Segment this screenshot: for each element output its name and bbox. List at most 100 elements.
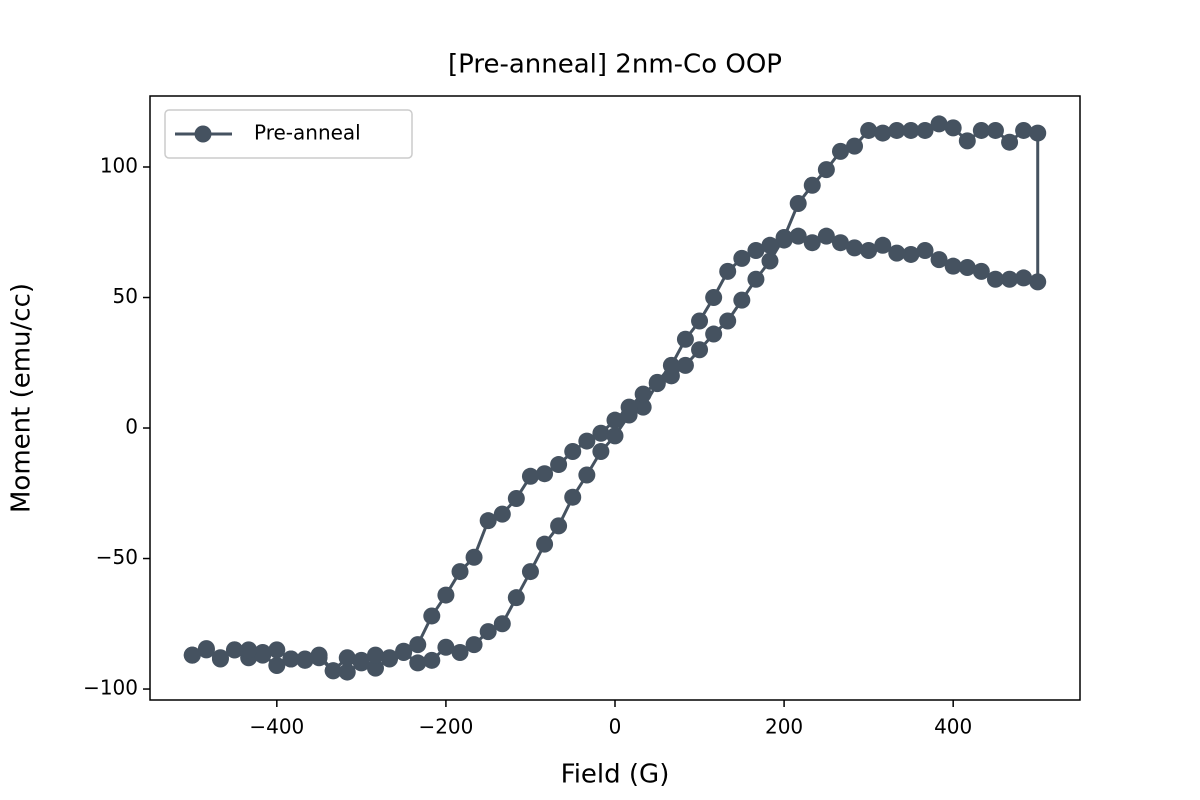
data-point (916, 121, 934, 139)
data-point (437, 586, 455, 604)
data-point (507, 489, 525, 507)
data-point (719, 262, 737, 280)
data-point (338, 663, 356, 681)
legend-label: Pre-anneal (254, 121, 361, 145)
data-point (775, 231, 793, 249)
data-point (916, 242, 934, 260)
data-point (958, 258, 976, 276)
data-point (564, 488, 582, 506)
data-point (296, 650, 314, 668)
data-point (465, 636, 483, 654)
data-point (479, 623, 497, 641)
data-point (902, 121, 920, 139)
data-point (972, 121, 990, 139)
data-point (705, 325, 723, 343)
data-point (846, 239, 864, 257)
data-point (324, 662, 342, 680)
data-point (282, 650, 300, 668)
data-point (691, 341, 709, 359)
data-point (860, 121, 878, 139)
data-point (409, 654, 427, 672)
data-point (197, 640, 215, 658)
data-point (761, 236, 779, 254)
data-point (536, 535, 554, 553)
data-point (592, 424, 610, 442)
data-point (676, 330, 694, 348)
data-point (620, 398, 638, 416)
data-point (888, 121, 906, 139)
data-point (817, 161, 835, 179)
data-point (761, 252, 779, 270)
data-point (366, 659, 384, 677)
data-point (747, 270, 765, 288)
data-point (803, 234, 821, 252)
x-tick-label: 400 (934, 715, 972, 739)
data-point (662, 356, 680, 374)
data-point (437, 638, 455, 656)
data-point (986, 270, 1004, 288)
data-point (268, 657, 286, 675)
data-point (733, 249, 751, 267)
data-point (874, 236, 892, 254)
data-point (465, 548, 483, 566)
data-point (634, 398, 652, 416)
y-axis-label: Moment (emu/cc) (7, 283, 37, 513)
data-point (536, 465, 554, 483)
data-point (578, 432, 596, 450)
data-point (930, 115, 948, 133)
data-point (676, 356, 694, 374)
legend-marker (194, 125, 212, 143)
x-tick-label: −400 (249, 715, 304, 739)
x-axis-label: Field (G) (561, 760, 670, 790)
data-point (705, 289, 723, 307)
data-point (1015, 269, 1033, 287)
y-tick-label: −50 (96, 545, 138, 569)
data-point (423, 607, 441, 625)
y-tick-label: 50 (113, 284, 138, 308)
data-point (493, 505, 511, 523)
data-point (211, 649, 229, 667)
data-point (606, 411, 624, 429)
data-point (451, 643, 469, 661)
data-point (366, 646, 384, 664)
data-point (1029, 273, 1047, 291)
data-point (479, 512, 497, 530)
data-point (409, 636, 427, 654)
data-point (592, 443, 610, 461)
data-point (789, 227, 807, 245)
data-point (240, 641, 258, 659)
data-point (634, 385, 652, 403)
data-point (550, 456, 568, 474)
y-tick-label: −100 (83, 676, 138, 700)
data-point (972, 262, 990, 280)
chart-title: [Pre-anneal] 2nm-Co OOP (448, 50, 782, 80)
data-point (747, 242, 765, 260)
y-tick-label: 100 (100, 153, 138, 177)
data-point (381, 649, 399, 667)
data-point (930, 251, 948, 269)
data-point (1001, 133, 1019, 151)
data-point (338, 649, 356, 667)
data-point (789, 195, 807, 213)
data-point (507, 589, 525, 607)
legend-box (164, 109, 413, 159)
data-point (1001, 270, 1019, 288)
data-point (564, 443, 582, 461)
data-point (648, 373, 666, 391)
data-point (831, 142, 849, 160)
data-point (1015, 121, 1033, 139)
x-tick-label: 200 (765, 715, 803, 739)
data-point (803, 176, 821, 194)
data-point (451, 563, 469, 581)
data-point (521, 563, 539, 581)
x-tick-label: −200 (418, 715, 473, 739)
data-point (521, 467, 539, 485)
series-line (191, 122, 1040, 674)
data-point (226, 641, 244, 659)
data-point (254, 643, 272, 661)
data-point (268, 641, 286, 659)
data-point (606, 427, 624, 445)
data-point (902, 245, 920, 263)
